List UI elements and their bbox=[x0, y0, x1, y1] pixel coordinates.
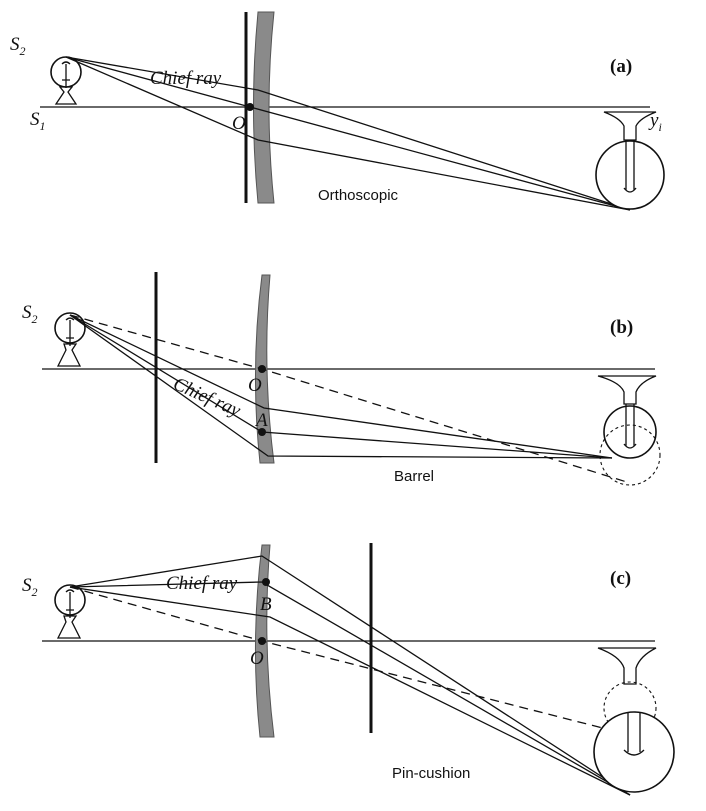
point-a-b bbox=[258, 428, 266, 436]
object-bulb-a bbox=[50, 56, 82, 105]
ray-a-upper bbox=[65, 56, 631, 211]
panel-b: S2 Chief ray O A (b) Barrel bbox=[22, 272, 661, 486]
source-label-b: S2 bbox=[22, 302, 38, 326]
chief-ray-c bbox=[69, 581, 631, 796]
chief-ray-label-a: Chief ray bbox=[150, 68, 222, 89]
panel-c: S2 Chief ray B O (c) Pin-cushion bbox=[22, 543, 675, 796]
center-label-a: O bbox=[232, 113, 246, 134]
ray-b-upper bbox=[69, 314, 613, 459]
panel-label-b: (b) bbox=[610, 317, 633, 338]
center-point-c bbox=[258, 637, 266, 645]
image-bulb-c bbox=[593, 647, 675, 793]
panel-a: S2 S1 Chief ray O yi (a) Orthoscopic bbox=[10, 11, 665, 211]
ray-b-lower bbox=[69, 314, 613, 459]
center-point-a bbox=[246, 103, 254, 111]
ray-c-lower bbox=[69, 586, 631, 796]
chief-ray-b bbox=[69, 314, 613, 459]
ideal-image-outline-c bbox=[603, 681, 657, 735]
ideal-image-outline-b bbox=[599, 424, 661, 486]
ray-c-upper bbox=[69, 555, 631, 796]
ray-c-dashed bbox=[69, 586, 631, 736]
image-bulb-a bbox=[595, 111, 665, 210]
axis-point-label-a: S1 bbox=[30, 109, 46, 133]
object-bulb-c bbox=[54, 584, 86, 639]
panel-label-a: (a) bbox=[610, 56, 632, 77]
point-b-c bbox=[262, 578, 270, 586]
panel-label-c: (c) bbox=[610, 568, 631, 589]
center-label-c: O bbox=[250, 648, 264, 669]
center-label-b: O bbox=[248, 375, 262, 396]
image-label-a: yi bbox=[648, 110, 662, 134]
ray-a-lower bbox=[65, 56, 631, 211]
point-label-c: B bbox=[260, 594, 272, 615]
caption-c: Pin-cushion bbox=[392, 765, 470, 782]
point-label-b: A bbox=[254, 410, 268, 431]
source-label-a: S2 bbox=[10, 34, 26, 58]
caption-a: Orthoscopic bbox=[318, 187, 399, 204]
source-label-c: S2 bbox=[22, 575, 38, 599]
chief-ray-label-c: Chief ray bbox=[166, 573, 238, 594]
center-point-b bbox=[258, 365, 266, 373]
lens-a bbox=[253, 11, 275, 204]
caption-b: Barrel bbox=[394, 468, 434, 485]
image-bulb-b bbox=[597, 375, 661, 486]
